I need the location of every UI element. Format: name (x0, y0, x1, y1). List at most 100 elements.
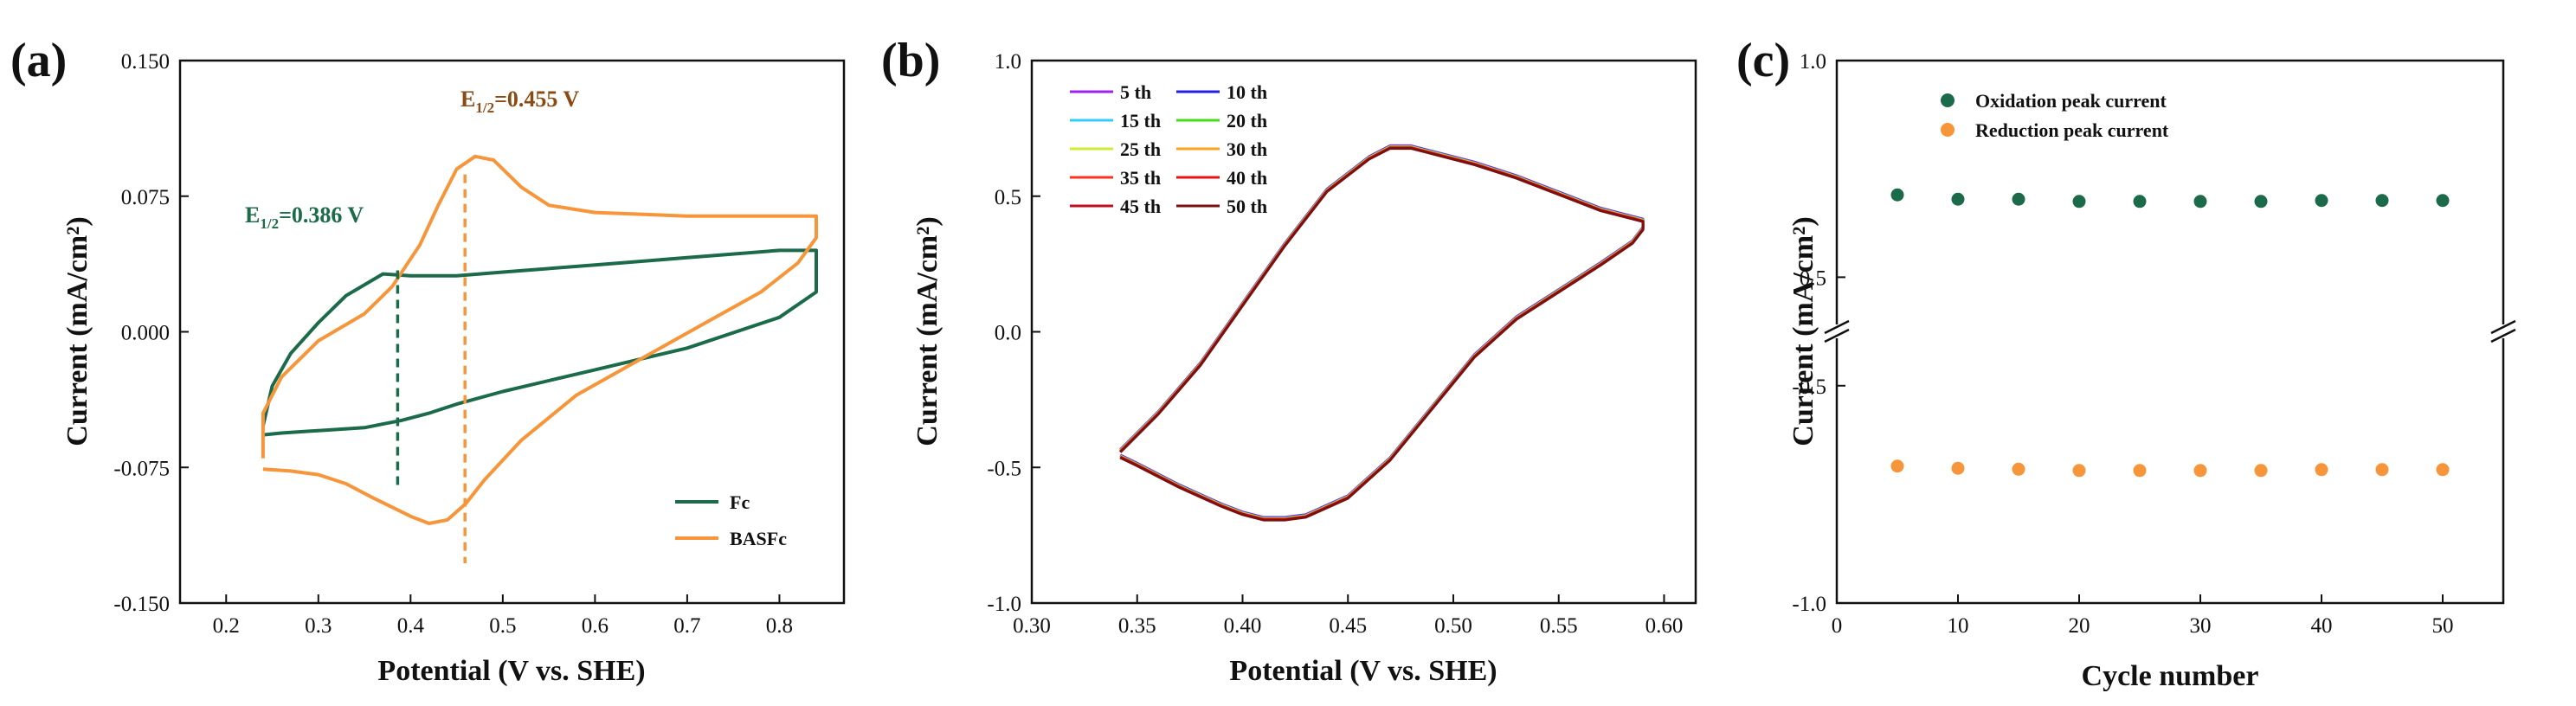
oxidation-point (2436, 194, 2450, 208)
legend-label: 5 th (1120, 81, 1151, 103)
y-tick-label: 0.000 (121, 322, 170, 345)
reduction-point (2193, 464, 2207, 478)
oxidation-point (1890, 188, 1904, 202)
y-tick-label: -0.5 (1792, 375, 1826, 399)
y-tick-label: 0.0 (995, 322, 1021, 345)
axis-break-mark (1824, 328, 1850, 343)
oxidation-point (2133, 195, 2147, 209)
legend-label: 40 th (1227, 167, 1267, 189)
panel-b: (b) 0.30 0.35 0.40 0.45 0.50 0.55 0.60 -1.0 -0.5… (881, 34, 1697, 687)
cv-cycle-30th (1119, 145, 1645, 521)
x-tick-label: 0.40 (1224, 614, 1262, 638)
x-tick-label: 0.45 (1329, 614, 1367, 638)
plot-frame-a (178, 59, 846, 605)
axes-c: 0 10 20 30 40 50 0.5 1.0 -1.0 -0.5 (1792, 50, 2516, 638)
legend-label: 30 th (1227, 138, 1267, 160)
x-tick-label: 0.2 (213, 614, 240, 638)
x-tick-label: 0.3 (305, 614, 332, 638)
cv-cycle-10th (1119, 144, 1645, 520)
cv-curve-fc (261, 248, 818, 437)
legend-label: 10 th (1227, 81, 1267, 103)
x-tick-label: 0.8 (766, 614, 793, 638)
x-tick-label: 0.4 (397, 614, 425, 638)
y-tick-label: 0.075 (121, 186, 170, 209)
reduction-point (2375, 463, 2389, 477)
x-tick-label: 20 (2069, 614, 2090, 638)
y-tick-label: -1.0 (987, 593, 1021, 616)
series-group-b (1119, 144, 1645, 522)
legend-label-fc: Fc (730, 491, 750, 513)
oxidation-point (2072, 195, 2086, 209)
axis-break-gap (2491, 324, 2515, 338)
x-tick-label: 50 (2432, 614, 2454, 638)
legend-label-reduction: Reduction peak current (1975, 119, 2169, 141)
axis-break-mark (1824, 319, 1850, 335)
oxidation-point (1951, 192, 1965, 206)
cv-curve-basfc (261, 154, 818, 525)
reduction-point (2315, 463, 2328, 477)
x-tick-label: 0.30 (1013, 614, 1051, 638)
legend-label: 35 th (1120, 167, 1161, 189)
cv-cycle-35th (1119, 146, 1645, 521)
plot-frame-c (1835, 59, 2505, 605)
x-tick-label: 0.6 (582, 614, 609, 638)
y-tick-label: 1.0 (995, 50, 1021, 74)
series-group-c (1890, 188, 2450, 478)
y-tick-label: -0.5 (987, 457, 1021, 480)
panel-a: (a) 0.2 0.3 0.4 0.5 0.6 0.7 0.8 -0.150 -0.075 0.0… (10, 34, 846, 687)
panel-label-a: (a) (10, 34, 67, 87)
axis-break-gap (1825, 324, 1849, 338)
y-tick-label: 0.5 (1800, 266, 1826, 290)
oxidation-point (2254, 195, 2268, 209)
x-tick-label: 30 (2190, 614, 2212, 638)
y-tick-label: -1.0 (1792, 593, 1826, 616)
legend-label: 15 th (1120, 110, 1161, 132)
y-tick-label: 1.0 (1800, 50, 1826, 74)
legend-c: Oxidation peak current Reduction peak cu… (1941, 90, 2169, 141)
oxidation-point (2315, 194, 2328, 208)
y-axis-label-c: Current (mA/cm²) (1787, 216, 1819, 446)
axes-a: 0.2 0.3 0.4 0.5 0.6 0.7 0.8 -0.150 -0.075 0.000 0.… (113, 50, 793, 638)
reduction-point (2133, 464, 2147, 478)
oxidation-point (2193, 195, 2207, 209)
legend-label-oxidation: Oxidation peak current (1975, 90, 2167, 112)
cv-cycle-25th (1119, 145, 1645, 520)
legend-marker-oxidation (1941, 93, 1955, 107)
legend-label: 50 th (1227, 196, 1267, 217)
annotations-a: E1/2=0.386 V E1/2=0.455 V (245, 87, 579, 564)
x-tick-label: 0.5 (489, 614, 516, 638)
reduction-point (2072, 464, 2086, 478)
x-axis-label-c: Cycle number (2082, 660, 2259, 692)
y-axis-label-a: Current (mA/cm²) (61, 216, 93, 446)
legend-label: 20 th (1227, 110, 1267, 132)
axis-break-mark (2490, 328, 2516, 343)
x-tick-label: 0.7 (673, 614, 700, 638)
x-axis-label-a: Potential (V vs. SHE) (377, 655, 645, 687)
x-tick-label: 0.35 (1118, 614, 1156, 638)
panel-c: (c) 0 10 20 30 40 50 0.5 1.0 -1.0 -0.5 Oxidation … (1736, 34, 2516, 692)
oxidation-point (2012, 192, 2025, 206)
legend-b: 5 th 10 th 15 th 20 th 25 th 30 th 35 th 40 th 4… (1070, 81, 1267, 217)
y-tick-label: 0.150 (121, 50, 170, 74)
legend-label: 25 th (1120, 138, 1161, 160)
axis-break-mark (2490, 319, 2516, 335)
cv-cycle-50th (1119, 147, 1645, 522)
legend-a: Fc BASFc (675, 491, 787, 549)
legend-label: 45 th (1120, 196, 1161, 217)
y-axis-label-b: Current (mA/cm²) (911, 216, 943, 446)
x-tick-label: 0 (1832, 614, 1843, 638)
axes-b: 0.30 0.35 0.40 0.45 0.50 0.55 0.60 -1.0 -0.5 0.0 0… (987, 50, 1683, 638)
y-tick-label: -0.075 (113, 457, 170, 480)
x-tick-label: 10 (1948, 614, 1969, 638)
cv-cycle-20th (1119, 145, 1645, 520)
cv-cycle-15th (1119, 144, 1645, 520)
reduction-point (1890, 459, 1904, 473)
oxidation-point (2375, 194, 2389, 208)
legend-label-basfc: BASFc (730, 528, 787, 549)
half-wave-potential-label: E1/2=0.386 V (245, 202, 364, 232)
reduction-point (2012, 462, 2025, 476)
legend-marker-reduction (1941, 123, 1955, 137)
panel-label-c: (c) (1736, 34, 1790, 87)
cv-cycle-5th (1119, 144, 1645, 519)
